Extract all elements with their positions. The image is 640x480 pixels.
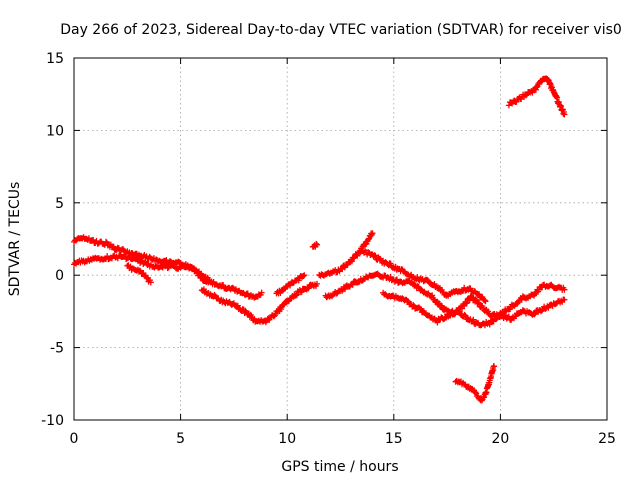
y-tick-labels: -10 -5 0 5 10 15 xyxy=(41,51,64,429)
series-track-6 xyxy=(309,240,320,250)
y-tick-label: 15 xyxy=(46,51,64,67)
series-markers xyxy=(380,289,568,329)
x-tick-label: 15 xyxy=(385,431,403,447)
series-markers xyxy=(358,247,489,305)
y-tick-label: 5 xyxy=(55,196,64,212)
chart-title: Day 266 of 2023, Sidereal Day-to-day VTE… xyxy=(60,22,622,38)
plot-frame xyxy=(73,57,608,421)
series-markers xyxy=(452,363,497,404)
series-track-9 xyxy=(358,247,489,305)
series-track-8 xyxy=(322,270,568,319)
series-markers xyxy=(322,270,568,319)
series-track-7 xyxy=(316,230,376,279)
series-track-11 xyxy=(452,363,497,404)
series-track-4 xyxy=(198,280,320,326)
y-tick-label: 0 xyxy=(55,268,64,284)
x-tick-label: 10 xyxy=(278,431,296,447)
grid-lines xyxy=(74,58,607,420)
series-markers xyxy=(124,262,154,286)
x-tick-label: 5 xyxy=(176,431,185,447)
series-track-3 xyxy=(124,262,154,286)
series-markers xyxy=(316,230,376,279)
series-track-12 xyxy=(505,75,568,118)
data-series xyxy=(71,75,568,404)
axis-ticks xyxy=(73,57,608,421)
x-tick-label: 25 xyxy=(598,431,616,447)
x-axis-label: GPS time / hours xyxy=(281,459,398,475)
series-track-2 xyxy=(71,252,212,286)
series-markers xyxy=(71,252,212,286)
series-markers xyxy=(273,272,308,297)
series-markers xyxy=(309,240,320,250)
y-tick-label: -5 xyxy=(50,341,64,357)
series-markers xyxy=(198,280,320,326)
series-track-1 xyxy=(71,234,265,301)
y-tick-label: 10 xyxy=(46,123,64,139)
y-tick-label: -10 xyxy=(41,413,64,429)
series-track-5 xyxy=(273,272,308,297)
x-tick-label: 20 xyxy=(491,431,509,447)
series-markers xyxy=(505,75,568,118)
x-tick-label: 0 xyxy=(70,431,79,447)
x-tick-labels: 0 5 10 15 20 25 xyxy=(70,431,616,447)
y-axis-label: SDTVAR / TECUs xyxy=(7,182,23,297)
series-track-10 xyxy=(380,289,568,329)
series-markers xyxy=(71,234,265,301)
